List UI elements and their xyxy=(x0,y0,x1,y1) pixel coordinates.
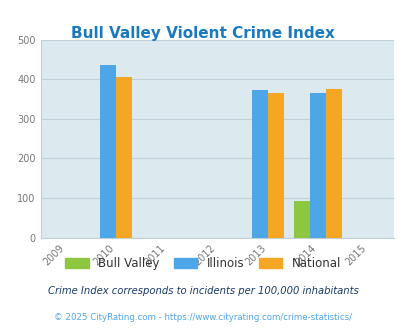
Legend: Bull Valley, Illinois, National: Bull Valley, Illinois, National xyxy=(61,253,344,274)
Bar xyxy=(251,90,267,238)
Text: Bull Valley Violent Crime Index: Bull Valley Violent Crime Index xyxy=(71,26,334,41)
Text: © 2025 CityRating.com - https://www.cityrating.com/crime-statistics/: © 2025 CityRating.com - https://www.city… xyxy=(54,313,351,322)
Bar xyxy=(267,93,283,238)
Bar xyxy=(116,77,132,238)
Bar xyxy=(325,89,341,238)
Bar xyxy=(100,65,116,238)
Text: Crime Index corresponds to incidents per 100,000 inhabitants: Crime Index corresponds to incidents per… xyxy=(47,286,358,296)
Bar xyxy=(293,201,309,238)
Bar xyxy=(309,93,325,238)
